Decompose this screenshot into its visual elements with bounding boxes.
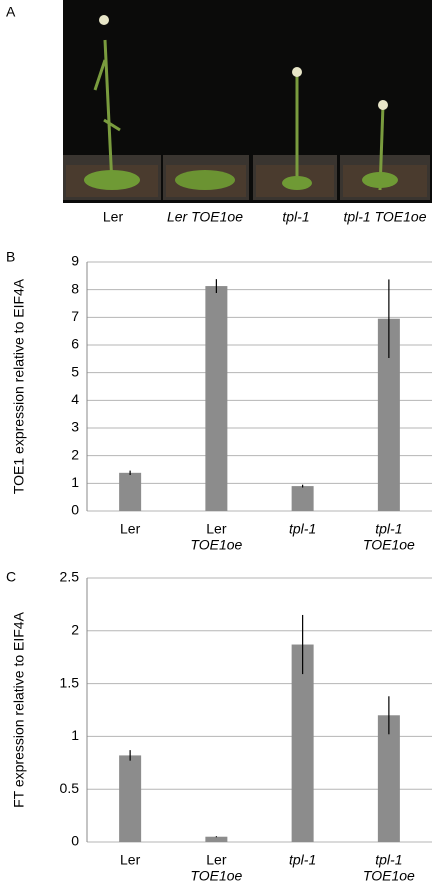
y-tick-label: 0 xyxy=(71,502,79,518)
x-tick-label: tpl-1 xyxy=(289,521,316,537)
photo xyxy=(63,0,432,203)
x-tick-label: Ler xyxy=(120,521,141,537)
y-axis-title: FT expression relative to EIF4A xyxy=(11,611,27,807)
bar xyxy=(377,715,400,842)
x-tick-label: tpl-1 xyxy=(375,521,402,537)
x-tick-label: Ler xyxy=(206,521,227,537)
x-tick-label: tpl-1 xyxy=(375,852,402,868)
panel-label: A xyxy=(6,4,16,20)
photo-label: tpl-1 xyxy=(282,209,309,225)
bar xyxy=(377,318,400,511)
x-tick-label: TOE1oe xyxy=(190,868,242,884)
y-tick-label: 7 xyxy=(71,308,79,324)
y-tick-label: 2 xyxy=(71,446,79,462)
bar xyxy=(291,644,314,842)
y-tick-label: 8 xyxy=(71,280,79,296)
x-tick-label: TOE1oe xyxy=(363,537,415,553)
bar xyxy=(205,286,228,511)
y-tick-label: 5 xyxy=(71,363,79,379)
panel-label: B xyxy=(6,249,15,265)
x-tick-label: Ler xyxy=(206,852,227,868)
y-tick-label: 3 xyxy=(71,419,79,435)
y-tick-label: 1 xyxy=(71,727,79,743)
y-tick-label: 0.5 xyxy=(60,780,80,796)
bar xyxy=(119,755,142,842)
y-axis-title: TOE1 expression relative to EIF4A xyxy=(11,278,27,494)
y-tick-label: 9 xyxy=(71,253,79,269)
y-tick-label: 1.5 xyxy=(60,674,80,690)
bar xyxy=(119,472,142,511)
bar xyxy=(291,486,314,511)
y-tick-label: 2 xyxy=(71,622,79,638)
y-tick-label: 0 xyxy=(71,833,79,849)
y-tick-label: 4 xyxy=(71,391,79,407)
y-tick-label: 2.5 xyxy=(60,569,80,585)
y-tick-label: 6 xyxy=(71,336,79,352)
x-tick-label: TOE1oe xyxy=(363,868,415,884)
x-tick-label: tpl-1 xyxy=(289,852,316,868)
y-tick-label: 1 xyxy=(71,474,79,490)
x-tick-label: Ler xyxy=(120,852,141,868)
bar xyxy=(205,836,228,842)
photo-label: Ler xyxy=(103,209,124,225)
x-tick-label: TOE1oe xyxy=(190,537,242,553)
photo-label: tpl-1 TOE1oe xyxy=(343,209,426,225)
panel-label: C xyxy=(6,569,16,585)
photo-label: Ler TOE1oe xyxy=(167,209,243,225)
